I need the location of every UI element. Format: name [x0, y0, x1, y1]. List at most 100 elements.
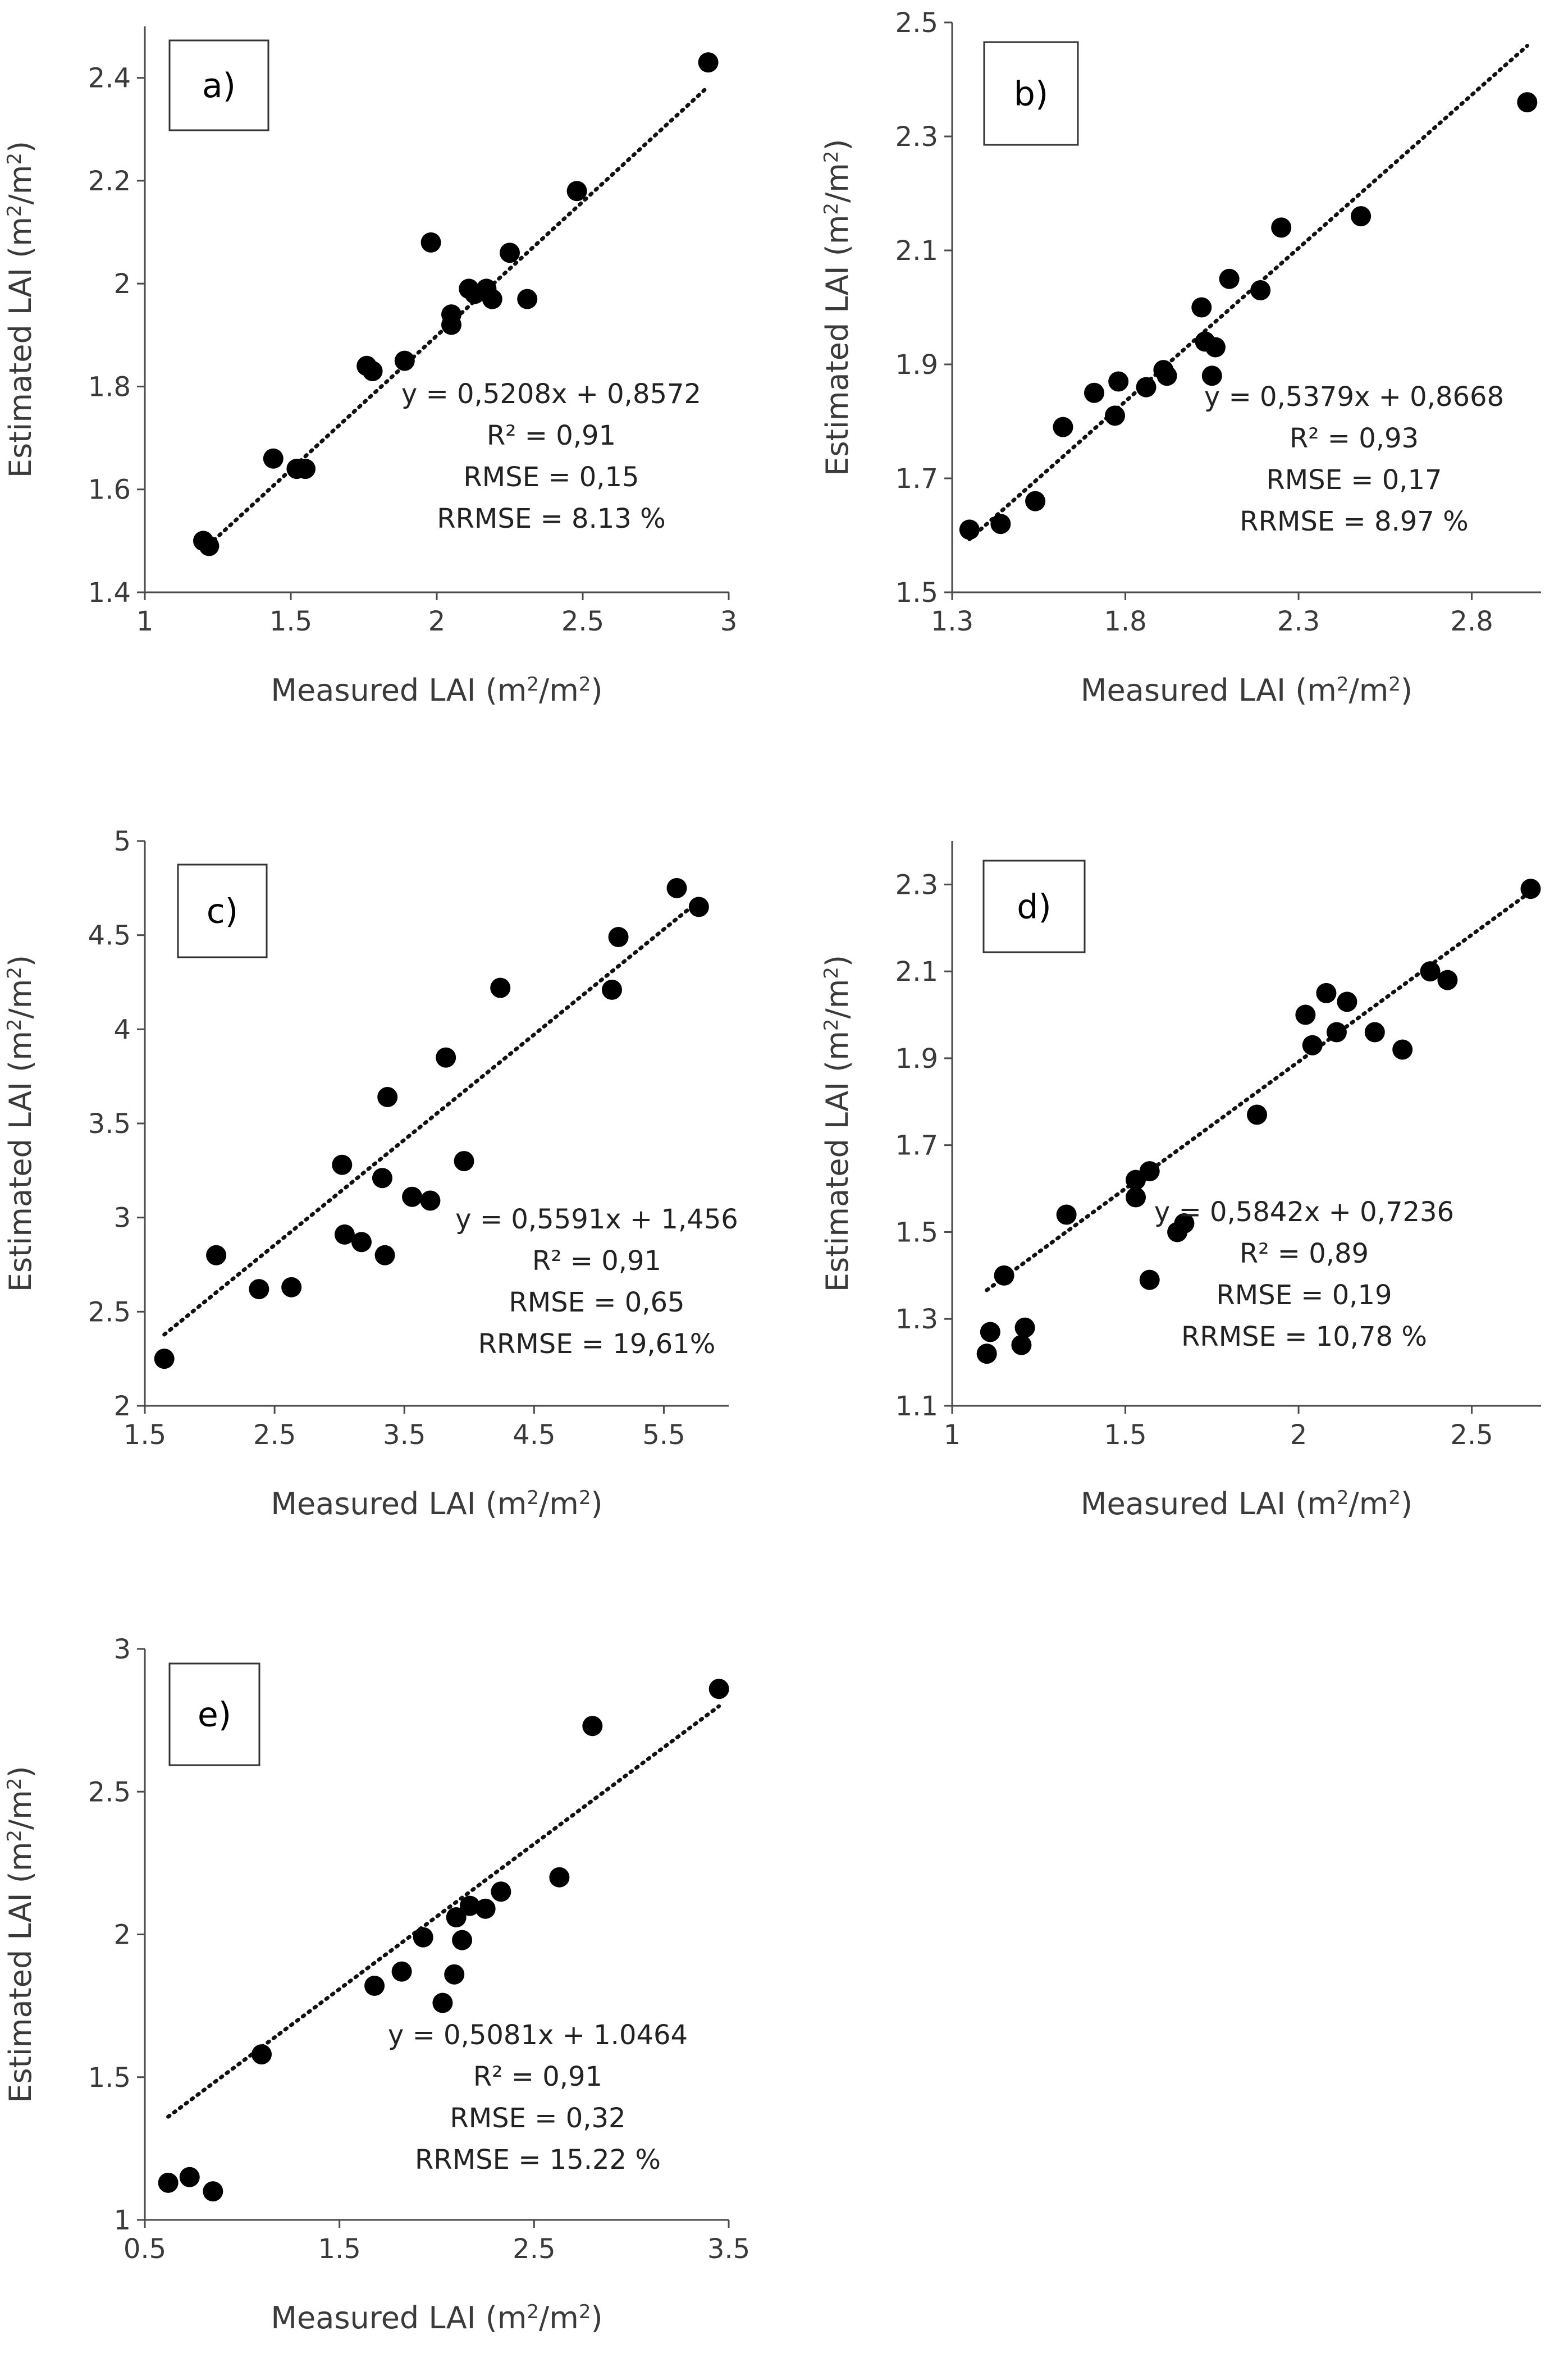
data-point	[994, 1265, 1014, 1286]
y-tick-label: 1	[113, 2205, 131, 2236]
y-tick-label: 1.5	[88, 2062, 131, 2094]
panel-c: 1.5 2.5 3.5 4.5 5.5 2 2.5 3 3.5 4 4.5 5 Measured LAI…	[3, 826, 738, 1521]
y-tick-label: 2.5	[895, 7, 938, 39]
x-tick-label: 2.5	[513, 2233, 555, 2265]
data-point	[566, 181, 587, 202]
data-point	[402, 1186, 423, 1207]
data-point	[281, 1277, 302, 1297]
data-point	[441, 304, 461, 325]
y-tick-label: 3	[113, 1634, 131, 1665]
panel-e: 0.5 1.5 2.5 3.5 1 1.5 2 2.5 3 Measured LAI (m2/m2…	[3, 1634, 750, 2336]
data-point	[1337, 991, 1357, 1012]
y-axis-label: Estimated LAI (m2/m2)	[820, 139, 855, 476]
data-point	[394, 350, 415, 371]
y-tick-label: 1.4	[88, 577, 131, 609]
y-tick-label: 3	[113, 1203, 131, 1234]
y-tick-label: 2	[113, 1920, 131, 1951]
y-tick-label: 1.9	[895, 349, 938, 381]
y-tick-label: 4	[113, 1014, 131, 1045]
data-point	[1250, 280, 1271, 301]
data-point	[1420, 961, 1441, 982]
y-axis-label: Estimated LAI (m2/m2)	[3, 1766, 38, 2103]
x-tick-label: 1.8	[1104, 606, 1146, 637]
y-axis-label: Estimated LAI (m2/m2)	[820, 955, 855, 1292]
trendline	[967, 44, 1529, 542]
regression-annotation: RRMSE = 15.22 %	[415, 2144, 661, 2176]
data-point	[1201, 365, 1222, 386]
data-point	[1219, 268, 1240, 289]
data-point	[1316, 983, 1337, 1003]
data-point	[1364, 1022, 1385, 1043]
data-point	[351, 1232, 372, 1253]
panel-a: 1 1.5 2 2.5 3 1.4 1.6 1.8 2 2.2 2.4 Measured LAI (m…	[3, 26, 737, 708]
regression-annotation: RRMSE = 8.13 %	[437, 503, 665, 534]
data-point	[1053, 417, 1073, 437]
trendline	[162, 899, 701, 1337]
data-point	[295, 459, 316, 479]
data-point	[199, 536, 220, 556]
panel-label-box	[168, 39, 269, 131]
data-point	[1295, 1004, 1316, 1025]
x-tick-label: 1	[944, 1419, 961, 1451]
x-tick-label: 0.5	[124, 2233, 166, 2265]
data-point	[1326, 1022, 1347, 1043]
data-point	[179, 2167, 200, 2187]
x-tick-label: 2.5	[561, 606, 604, 637]
trendline	[985, 889, 1533, 1292]
data-point	[444, 1964, 465, 1985]
data-point	[263, 448, 284, 469]
data-point	[1014, 1317, 1035, 1338]
panel-label: b)	[1014, 75, 1049, 114]
y-tick-label: 2.4	[88, 63, 131, 94]
regression-annotation: RRMSE = 8.97 %	[1240, 506, 1468, 537]
data-point	[1517, 92, 1538, 113]
data-point	[432, 1993, 453, 2013]
x-axis-label: Measured LAI (m2/m2)	[1081, 1486, 1412, 1521]
data-point	[413, 1927, 433, 1948]
data-point	[1139, 1161, 1160, 1182]
y-tick-label: 3.5	[88, 1108, 131, 1140]
data-point	[452, 1930, 473, 1950]
data-point	[688, 897, 709, 917]
y-tick-label: 2.5	[88, 1296, 131, 1328]
y-tick-label: 1.7	[895, 463, 938, 495]
data-point	[372, 1168, 392, 1189]
x-axis-label: Measured LAI (m2/m2)	[271, 2300, 602, 2336]
panel-label: c)	[207, 892, 238, 931]
panel-label: a)	[202, 66, 236, 106]
panel-d: 1 1.5 2 2.5 1.1 1.3 1.5 1.7 1.9 2.1 2.3 Measured LA…	[820, 841, 1541, 1521]
y-tick-label: 2.3	[895, 869, 938, 901]
y-tick-label: 1.7	[895, 1130, 938, 1162]
y-tick-label: 1.5	[895, 1217, 938, 1248]
data-point	[582, 1716, 603, 1737]
data-point	[249, 1279, 269, 1300]
regression-annotation: RMSE = 0,19	[1216, 1280, 1392, 1311]
panel-b: 1.3 1.8 2.3 2.8 1.5 1.7 1.9 2.1 2.3 2.5 Measured L…	[820, 7, 1541, 708]
panel-label-box	[177, 863, 268, 958]
data-point	[602, 979, 622, 1000]
data-point	[1108, 371, 1129, 392]
regression-annotation: y = 0,5591x + 1,456	[455, 1204, 738, 1235]
data-point	[436, 1047, 456, 1068]
y-tick-label: 1.6	[88, 474, 131, 506]
x-axis-label: Measured LAI (m2/m2)	[271, 1486, 602, 1521]
y-tick-label: 2	[113, 268, 131, 300]
regression-annotation: y = 0,5379x + 0,8668	[1204, 381, 1504, 413]
x-tick-label: 3	[720, 606, 738, 637]
x-tick-label: 1.5	[124, 1419, 166, 1451]
data-point	[420, 1190, 441, 1211]
data-point	[420, 232, 441, 253]
y-tick-label: 1.5	[895, 577, 938, 609]
data-point	[459, 1895, 480, 1916]
data-point	[203, 2181, 223, 2202]
regression-annotation: y = 0,5081x + 1.0464	[388, 2019, 688, 2051]
data-point	[1271, 217, 1292, 238]
y-tick-label: 2.2	[88, 166, 131, 197]
data-point	[500, 243, 520, 263]
y-tick-label: 4.5	[88, 920, 131, 952]
data-point	[206, 1245, 227, 1265]
data-point	[332, 1154, 353, 1175]
data-point	[708, 1679, 729, 1699]
y-axis-label: Estimated LAI (m2/m2)	[3, 955, 38, 1292]
x-axis-label: Measured LAI (m2/m2)	[1081, 673, 1412, 708]
